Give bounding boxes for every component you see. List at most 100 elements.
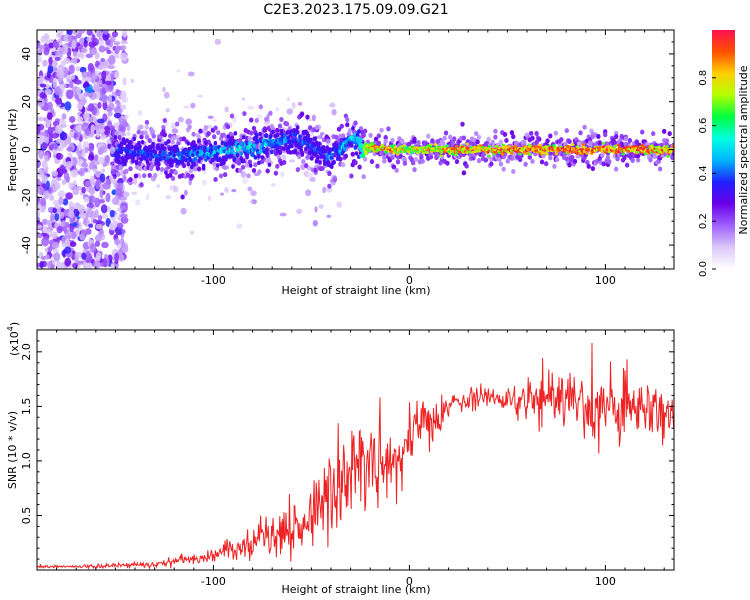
heatmap-cell (445, 144, 449, 148)
heatmap-cell (192, 162, 196, 167)
heatmap-cell (213, 140, 218, 146)
heatmap-cell (601, 141, 606, 145)
heatmap-cell (118, 248, 123, 257)
heatmap-cell (454, 159, 460, 165)
heatmap-cell (121, 137, 126, 142)
heatmap-cell (502, 132, 508, 138)
heatmap-cell (197, 138, 201, 143)
heatmap-cell (376, 140, 382, 146)
heatmap-cell (51, 170, 59, 177)
heatmap-cell (349, 173, 354, 179)
heatmap-cell (124, 158, 128, 163)
heatmap-cell (86, 250, 91, 259)
heatmap-cell (38, 251, 44, 257)
heatmap-cell (601, 161, 607, 167)
heatmap-cell (82, 82, 90, 88)
heatmap-cell (37, 178, 41, 188)
heatmap-cell (390, 155, 395, 161)
heatmap-cell (122, 77, 127, 86)
figure-title: C2E3.2023.175.09.09.G21 (263, 2, 448, 18)
heatmap-cell (78, 167, 85, 177)
heatmap-cell (275, 132, 280, 138)
heatmap-cell (110, 161, 115, 166)
heatmap-cell (49, 194, 55, 201)
heatmap-cell (170, 122, 177, 127)
heatmap-cell (52, 40, 60, 48)
heatmap-cell (369, 141, 374, 145)
heatmap-cell (57, 38, 63, 44)
heatmap-cell (111, 197, 120, 206)
heatmap-cell (318, 204, 324, 209)
heatmap-cell (251, 125, 257, 131)
heatmap-cell (90, 124, 96, 132)
snr-y-tick-label: 1.0 (20, 452, 33, 470)
heatmap-cell (193, 143, 198, 148)
heatmap-cell (147, 138, 152, 144)
heatmap-cell (203, 125, 209, 131)
heatmap-cell (47, 222, 52, 230)
heatmap-cell (164, 170, 168, 176)
heatmap-cell (232, 157, 236, 163)
heatmap-cell (201, 166, 206, 171)
heatmap-cell (73, 79, 82, 85)
heatmap-cell (252, 143, 256, 148)
heatmap-cell (166, 139, 171, 144)
heatmap-cell (300, 152, 305, 157)
heatmap-cell (433, 143, 438, 146)
heatmap-cell (369, 159, 375, 165)
heatmap-cell (64, 257, 72, 267)
heatmap-cell (128, 139, 133, 145)
heatmap-cell (78, 212, 87, 219)
heatmap-cell (109, 209, 115, 218)
heatmap-cell (123, 97, 128, 103)
heatmap-cell (56, 33, 63, 38)
heatmap-cell (379, 127, 384, 133)
heatmap-cell (297, 154, 302, 160)
heatmap-cell (357, 129, 361, 134)
heatmap-cell (52, 248, 59, 253)
heatmap-cell (559, 137, 564, 143)
colorbar-tick-label: 0.8 (698, 70, 709, 86)
heatmap-cell (265, 151, 269, 156)
heatmap-cell (426, 133, 431, 139)
heatmap-cell (47, 245, 53, 253)
heatmap-cell (437, 145, 441, 149)
heatmap-cell (425, 151, 429, 154)
heatmap-cell (425, 149, 429, 152)
heatmap-cell (93, 154, 99, 161)
heatmap-cell (51, 66, 58, 72)
heatmap-cell (336, 126, 342, 132)
heatmap-cell (109, 222, 116, 231)
heatmap-cell (37, 224, 43, 229)
heatmap-cell (271, 129, 275, 135)
heatmap-cell (176, 69, 181, 73)
heatmap-cell (582, 124, 587, 130)
heatmap-cell (635, 157, 641, 163)
heatmap-cell (413, 156, 419, 162)
heatmap-cell (169, 184, 174, 191)
heatmap-cell (81, 186, 86, 194)
heatmap-cell (44, 88, 52, 96)
heatmap-cell (37, 232, 43, 239)
heatmap-cell (73, 30, 79, 35)
heatmap-cell (590, 166, 596, 172)
heatmap-cell (188, 158, 193, 163)
heatmap-cell (554, 152, 559, 156)
heatmap-cell (345, 117, 350, 123)
heatmap-cell (105, 192, 111, 203)
heatmap-cell (172, 134, 177, 140)
heatmap-cell (651, 131, 656, 137)
heatmap-cell (596, 134, 601, 140)
heatmap-cell (305, 189, 312, 197)
heatmap-cell (53, 142, 58, 150)
heatmap-cell (69, 224, 75, 233)
heatmap-cell (160, 143, 165, 148)
heatmap-cell (159, 166, 165, 172)
heatmap-cell (88, 223, 94, 228)
heatmap-cell (42, 59, 48, 67)
heatmap-cell (61, 179, 67, 185)
heatmap-cell (361, 132, 366, 138)
heatmap-cell (102, 257, 108, 268)
spectrogram-y-axis: -40 -20 0 20 40 (20, 29, 674, 270)
